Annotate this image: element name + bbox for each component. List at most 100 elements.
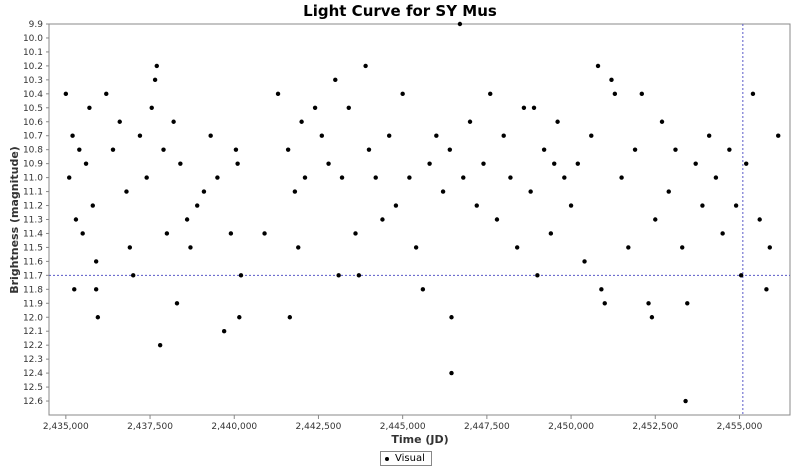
data-point [776, 133, 781, 138]
plot-area [48, 23, 791, 416]
y-tick-label: 10.1 [23, 48, 43, 58]
y-axis: 9.9 10.0 10.1 10.2 10.3 10.4 10.5 10.6 10.7 10.8 1… [23, 20, 49, 407]
y-tick-label: 10.0 [23, 34, 43, 44]
data-point [339, 175, 345, 180]
data-point [174, 301, 180, 306]
data-point [201, 189, 207, 194]
data-point [80, 231, 85, 236]
data-point [72, 287, 77, 292]
data-point [427, 161, 432, 166]
data-point [440, 189, 446, 194]
data-point [548, 231, 554, 236]
data-point [356, 273, 362, 278]
data-point [215, 175, 220, 180]
data-point [407, 175, 412, 180]
data-point [93, 287, 99, 292]
y-axis-title: Brightness (magnitude) [8, 146, 21, 294]
data-point [302, 175, 308, 180]
legend-label: Visual [395, 453, 425, 464]
y-tick-label: 12.0 [23, 313, 43, 323]
data-point [77, 147, 82, 152]
data-point [589, 133, 594, 138]
data-point [680, 245, 685, 250]
data-point [531, 105, 537, 110]
y-tick-label: 11.1 [23, 188, 43, 198]
data-point [299, 119, 304, 124]
data-point [238, 273, 244, 278]
data-point [312, 105, 318, 110]
data-point [287, 315, 293, 320]
data-point [555, 119, 560, 124]
data-point [208, 133, 213, 138]
data-point [713, 175, 719, 180]
data-point [124, 189, 129, 194]
data-point [63, 91, 69, 97]
data-point [184, 217, 190, 222]
data-point [612, 91, 618, 97]
data-point [221, 329, 227, 334]
y-tick-label: 11.6 [23, 257, 43, 267]
data-point [653, 217, 658, 222]
data-point [131, 273, 136, 278]
data-point [599, 287, 604, 292]
y-tick-label: 12.1 [23, 327, 43, 337]
data-point [195, 203, 200, 208]
data-point [626, 245, 631, 250]
data-point [70, 133, 75, 138]
data-point [233, 147, 239, 152]
x-tick-label: 2,455,000 [717, 422, 763, 432]
data-point [528, 189, 533, 194]
data-point [683, 398, 688, 404]
data-point [646, 301, 651, 306]
data-point [501, 133, 506, 138]
data-point [562, 175, 567, 180]
data-point [541, 147, 547, 152]
data-point [285, 147, 291, 152]
data-point [262, 231, 267, 236]
x-tick-label: 2,437,500 [127, 422, 173, 432]
data-point [275, 91, 281, 97]
y-tick-label: 12.5 [23, 383, 43, 393]
data-point [488, 91, 493, 97]
data-point [535, 273, 540, 278]
data-point [582, 259, 587, 264]
data-point [326, 161, 331, 166]
data-point [575, 161, 581, 166]
data-point [400, 91, 405, 97]
data-point [292, 189, 298, 194]
data-point [481, 161, 486, 166]
data-point [767, 245, 772, 250]
data-point [474, 203, 479, 208]
data-point [700, 203, 705, 208]
data-point [649, 315, 655, 320]
y-tick-label: 10.3 [23, 76, 43, 86]
data-point [67, 175, 72, 180]
data-point [178, 161, 183, 166]
data-point [171, 119, 176, 124]
data-point [95, 315, 101, 320]
data-point [373, 175, 378, 180]
data-point [720, 231, 725, 236]
y-tick-label: 10.8 [23, 146, 43, 156]
data-point [706, 133, 712, 138]
data-point [104, 91, 109, 97]
data-point [386, 133, 392, 138]
data-point [154, 63, 159, 69]
data-point [639, 91, 644, 97]
data-point [764, 287, 769, 292]
data-point [750, 91, 756, 97]
data-point [521, 105, 527, 110]
data-point [449, 370, 454, 376]
data-point [117, 119, 122, 124]
data-point [602, 301, 607, 306]
data-point [363, 63, 368, 69]
data-point [744, 161, 749, 166]
data-point [237, 315, 242, 320]
x-tick-label: 2,452,500 [632, 422, 678, 432]
data-point [319, 133, 325, 138]
y-tick-label: 11.2 [23, 202, 43, 212]
data-point [757, 217, 762, 222]
y-tick-label: 11.0 [23, 174, 43, 184]
data-point [632, 147, 638, 152]
